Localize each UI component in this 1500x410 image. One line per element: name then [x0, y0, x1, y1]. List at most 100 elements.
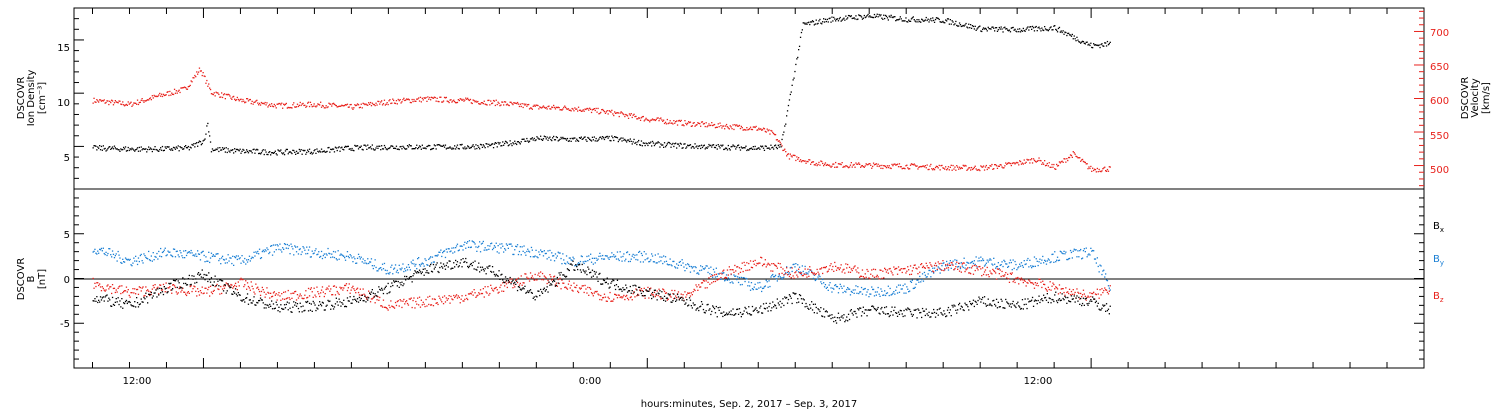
velocity-point: [596, 111, 598, 113]
velocity-point: [1093, 169, 1095, 172]
bz-point: [656, 290, 658, 292]
velocity-point: [725, 123, 728, 126]
bz-point: [420, 299, 422, 301]
density-point: [1006, 28, 1008, 30]
by-point: [889, 287, 891, 290]
density-point: [618, 139, 620, 141]
bz-point: [490, 284, 492, 286]
by-point: [462, 249, 464, 251]
bz-point: [867, 270, 869, 272]
velocity-point: [896, 163, 899, 165]
density-point: [455, 146, 458, 148]
bz-point: [714, 280, 717, 283]
by-point: [1011, 269, 1013, 271]
by-point: [1092, 249, 1094, 252]
bz-point: [869, 278, 871, 280]
by-point: [384, 269, 386, 271]
bz-point: [1007, 273, 1009, 275]
bx-point: [365, 301, 367, 303]
density-point: [417, 148, 419, 150]
velocity-point: [194, 74, 196, 77]
bz-point: [905, 272, 907, 274]
density-point: [505, 141, 508, 143]
velocity-point: [136, 99, 139, 101]
bz-point: [894, 268, 896, 270]
bz-point: [973, 264, 975, 267]
velocity-point: [995, 164, 997, 166]
density-point: [638, 139, 640, 142]
bz-point: [452, 299, 454, 301]
by-point: [884, 290, 886, 292]
density-point: [693, 147, 695, 149]
velocity-point: [156, 95, 158, 98]
by-point: [432, 261, 435, 263]
velocity-point: [265, 104, 267, 106]
density-point: [234, 150, 237, 153]
velocity-point: [932, 169, 934, 171]
velocity-point: [794, 154, 796, 157]
density-point: [795, 63, 797, 66]
density-point: [951, 20, 953, 22]
by-point: [1018, 266, 1020, 268]
density-point: [690, 147, 692, 149]
velocity-point: [603, 111, 606, 113]
velocity-point: [185, 87, 187, 89]
velocity-point: [545, 106, 547, 109]
density-point: [303, 150, 305, 152]
velocity-point: [695, 124, 697, 126]
velocity-point: [1023, 159, 1025, 161]
density-point: [384, 146, 386, 149]
by-point: [1041, 259, 1043, 261]
bx-point: [288, 302, 290, 304]
velocity-point: [191, 81, 193, 83]
velocity-point: [391, 102, 393, 104]
by-point: [505, 243, 508, 245]
by-point: [287, 247, 289, 250]
velocity-point: [934, 166, 937, 169]
bz-point: [222, 285, 225, 287]
velocity-point: [436, 97, 438, 99]
density-point: [678, 145, 680, 147]
density-point: [92, 147, 94, 149]
bx-point: [194, 282, 196, 284]
density-point: [996, 30, 999, 32]
bz-point: [726, 269, 729, 271]
by-point: [311, 250, 313, 252]
velocity-point: [182, 87, 184, 89]
density-point: [406, 145, 409, 147]
velocity-point: [923, 166, 926, 168]
velocity-point: [1036, 160, 1038, 162]
by-point: [1085, 247, 1087, 249]
bz-point: [169, 286, 171, 288]
density-point: [153, 148, 155, 151]
velocity-point: [273, 103, 275, 106]
by-point: [295, 251, 298, 253]
bz-point: [313, 287, 315, 289]
density-point: [935, 17, 938, 19]
bz-point: [636, 295, 638, 297]
density-point: [197, 145, 199, 147]
by-point: [921, 273, 924, 275]
density-point: [160, 147, 162, 149]
density-point: [349, 148, 351, 150]
bz-point: [260, 290, 263, 293]
bz-point: [986, 266, 988, 269]
velocity-point: [280, 104, 282, 106]
bx-point: [442, 263, 445, 265]
bz-point: [104, 290, 106, 292]
bz-point: [199, 290, 202, 292]
density-point: [915, 21, 917, 23]
velocity-point: [291, 107, 293, 109]
bz-point: [1053, 283, 1055, 286]
bz-point: [591, 293, 594, 295]
bz-point: [907, 266, 909, 268]
density-point: [788, 99, 791, 101]
density-point: [755, 148, 757, 150]
density-point: [254, 152, 256, 154]
bz-point: [920, 263, 922, 266]
by-point: [226, 262, 228, 264]
density-point: [493, 143, 496, 145]
by-point: [980, 256, 982, 258]
bx-point: [262, 302, 264, 304]
velocity-point: [978, 168, 980, 171]
